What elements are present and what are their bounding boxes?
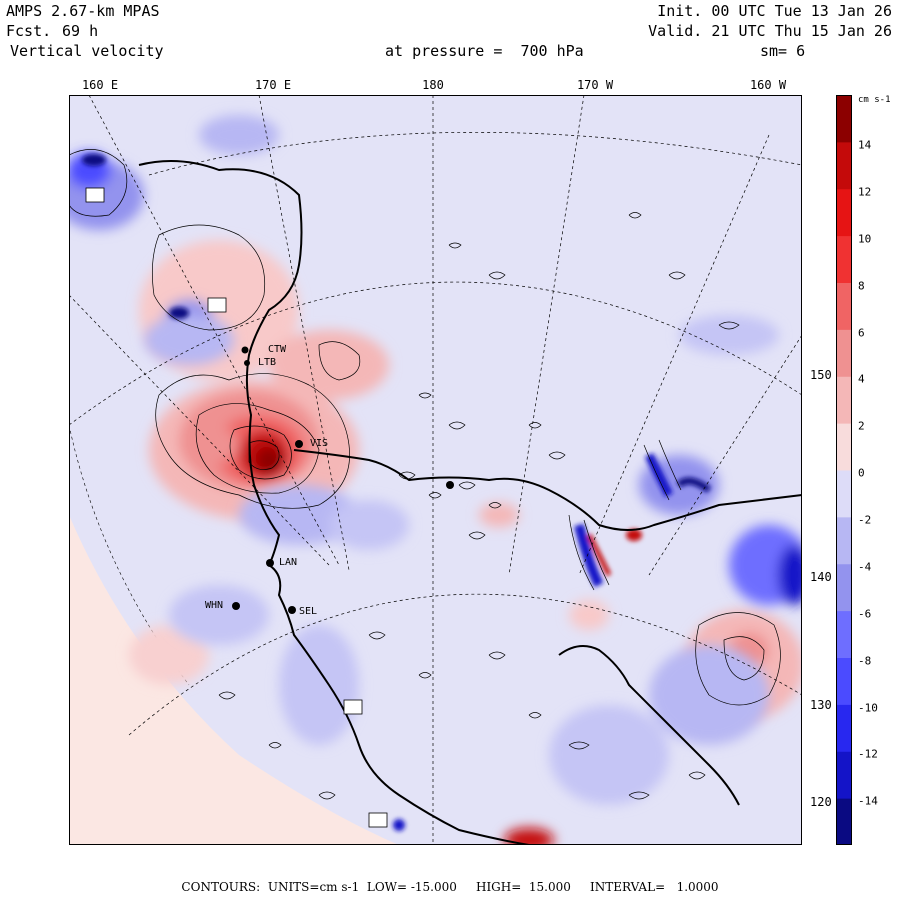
forecast-label: Fcst. [6, 22, 52, 40]
station-lan: LAN [279, 557, 298, 568]
downward-motion-areas [69, 115, 802, 805]
colorbar-swatch [836, 235, 852, 283]
colorbar-tick-label: -8 [858, 654, 872, 668]
colorbar-swatch [836, 704, 852, 752]
colorbar-tick-label: 6 [858, 326, 865, 339]
colorbar-swatch [836, 798, 852, 845]
lon-label-160w: 160 W [749, 78, 787, 92]
marker-boxes [85, 187, 388, 828]
colorbar-tick-label: 2 [858, 419, 865, 433]
station-markers [232, 346, 454, 614]
colorbar-tick-label: 10 [858, 232, 872, 246]
lon-label-160e: 160 E [81, 78, 119, 92]
station-whn: WHN [205, 600, 224, 611]
init-time: Init. 00 UTC Tue 13 Jan 26 [657, 2, 892, 20]
outside-domain-region [69, 515, 399, 845]
model-title: AMPS 2.67-km MPAS [6, 2, 160, 20]
colorbar-swatch [836, 423, 852, 471]
colorbar-tick-label: 4 [858, 372, 865, 386]
colorbar-swatch [836, 563, 852, 612]
forecast-hours: 69 h [62, 22, 99, 40]
smoothing-value: sm= 6 [760, 42, 806, 60]
contour-info: CONTOURS: UNITS=cm s-1 LOW= -15.000 HIGH… [181, 880, 719, 894]
field-name: Vertical velocity [10, 42, 164, 60]
colorbar-tick-label: -4 [858, 560, 872, 574]
colorbar-swatch [836, 141, 852, 190]
sharp-velocity-cores [82, 154, 712, 831]
colorbar-swatch [836, 610, 852, 658]
colorbar-swatch [836, 95, 852, 143]
colorbar-units: cm s-1 [858, 95, 891, 105]
station-ctw: CTW [268, 344, 287, 355]
colorbar-tick-label: -10 [858, 701, 878, 714]
colorbar-swatch [836, 516, 852, 565]
colorbar-tick-label: 8 [858, 279, 865, 293]
colorbar-tick-label: -6 [858, 607, 872, 621]
colorbar-swatch [836, 329, 852, 377]
map-frame [69, 95, 802, 845]
colorbar-tick-label: 14 [858, 138, 872, 152]
colorbar-swatch [836, 282, 852, 330]
lon-label-170e: 170 E [254, 78, 292, 92]
colorbar-swatch [836, 657, 852, 705]
colorbar-swatch [836, 188, 852, 237]
station-ltb: LTB [258, 357, 277, 368]
colorbar-tick-label: -12 [858, 747, 878, 761]
colorbar [836, 95, 852, 845]
latitude-circle-outer [69, 424, 190, 686]
colorbar-tick-label: 12 [858, 185, 872, 199]
station-vis: VIS [310, 438, 329, 449]
colorbar-frame [836, 95, 852, 845]
pressure-level: at pressure = 700 hPa [385, 42, 584, 60]
vertical-velocity-map [69, 95, 802, 845]
valid-time: Valid. 21 UTC Thu 15 Jan 26 [648, 22, 892, 40]
lon-label-180: 180 [422, 78, 444, 92]
colorbar-tick-label: 0 [858, 466, 865, 480]
colorbar-tick-label: -2 [858, 513, 872, 527]
colorbar-tick-label: -14 [858, 794, 878, 808]
colorbar-swatch [836, 470, 852, 518]
graticule [69, 95, 802, 845]
colorbar-swatch [836, 751, 852, 799]
colorbar-swatch [836, 376, 852, 424]
lon-label-170w: 170 W [576, 78, 614, 92]
station-sel: SEL [299, 606, 318, 617]
contour-lines [69, 149, 781, 800]
coastlines [138, 160, 802, 845]
